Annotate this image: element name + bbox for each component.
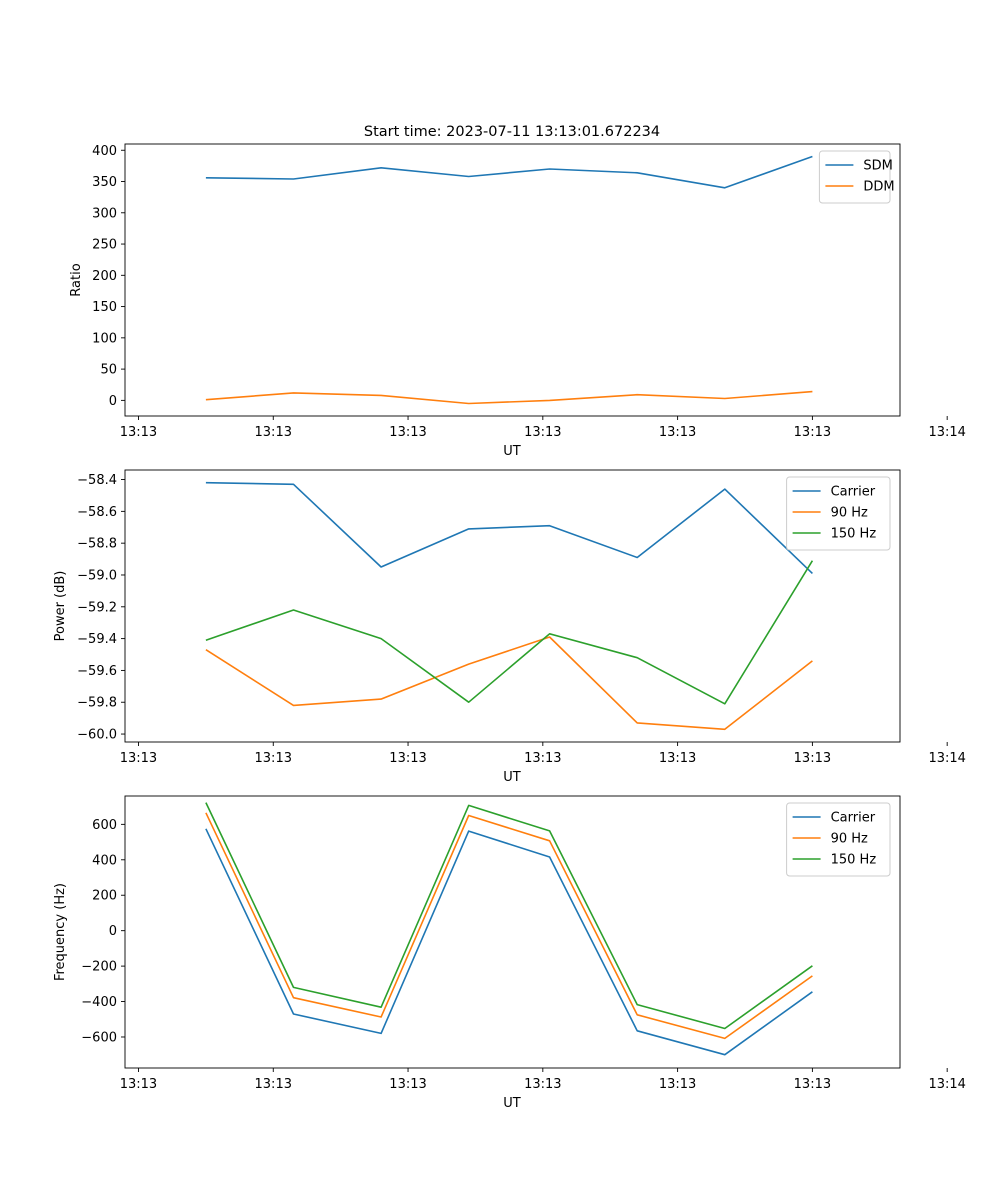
y-tick-label: −200 <box>81 960 117 975</box>
y-tick-label: −59.4 <box>77 632 117 647</box>
x-axis-label: UT <box>503 770 521 785</box>
legend-label: 90 Hz <box>831 832 868 847</box>
legend-box <box>818 150 891 204</box>
x-tick-label: 13:13 <box>659 425 696 440</box>
x-tick-label: 13:13 <box>120 1077 157 1092</box>
x-tick-label: 13:14 <box>928 425 965 440</box>
x-tick-label: 13:13 <box>794 1077 831 1092</box>
series-line-carrier <box>205 481 813 574</box>
x-tick-label: 13:13 <box>794 751 831 766</box>
x-tick-label: 13:13 <box>389 425 426 440</box>
y-tick-label: −59.0 <box>77 568 117 583</box>
series-line-ddm <box>205 390 813 405</box>
x-tick-label: 13:13 <box>389 1077 426 1092</box>
y-tick-label: 400 <box>92 144 117 159</box>
legend-label: Carrier <box>831 811 876 826</box>
subplot-1: 13:13 13:13 13:13 13:13 13:13 13:13 13:14 UT 0 50… <box>69 143 966 459</box>
plots: 13:13 13:13 13:13 13:13 13:13 13:13 13:14 UT 0 50… <box>53 143 966 1111</box>
subplot-2: 13:13 13:13 13:13 13:13 13:13 13:13 13:14 UT −60… <box>53 469 966 785</box>
y-tick-label: −400 <box>81 995 117 1010</box>
x-tick-label: 13:13 <box>255 751 292 766</box>
y-tick-label: 400 <box>92 853 117 868</box>
y-axis-label: Frequency (Hz) <box>53 883 68 981</box>
legend-label: SDM <box>863 159 892 174</box>
legend: Carrier 90 Hz 150 Hz <box>786 476 891 551</box>
series-line-90-hz <box>205 812 813 1040</box>
x-tick-label: 13:13 <box>255 425 292 440</box>
y-tick-label: −58.8 <box>77 537 117 552</box>
series-line-carrier <box>205 828 813 1056</box>
x-tick-label: 13:13 <box>794 425 831 440</box>
y-tick-label: −600 <box>81 1030 117 1045</box>
x-tick-label: 13:13 <box>659 1077 696 1092</box>
legend-box <box>786 476 891 551</box>
x-tick-label: 13:13 <box>659 751 696 766</box>
y-tick-label: 150 <box>92 300 117 315</box>
x-tick-label: 13:13 <box>524 751 561 766</box>
y-tick-label: −59.6 <box>77 664 117 679</box>
axes-frame <box>124 795 901 1069</box>
x-tick-label: 13:13 <box>524 1077 561 1092</box>
legend-label: Carrier <box>831 485 876 500</box>
x-axis-label: UT <box>503 444 521 459</box>
x-axis-label: UT <box>503 1096 521 1111</box>
y-tick-label: −58.4 <box>77 473 117 488</box>
legend-label: 150 Hz <box>831 853 877 868</box>
y-tick-label: 250 <box>92 238 117 253</box>
x-tick-label: 13:13 <box>389 751 426 766</box>
series-line-90-hz <box>205 636 813 731</box>
y-tick-label: −59.2 <box>77 600 117 615</box>
axes-frame <box>124 469 901 743</box>
y-tick-label: 300 <box>92 206 117 221</box>
y-tick-label: −58.6 <box>77 505 117 520</box>
x-tick-label: 13:13 <box>120 751 157 766</box>
series-line-150-hz <box>205 560 814 705</box>
x-tick-label: 13:13 <box>524 425 561 440</box>
y-tick-label: −60.0 <box>77 728 117 743</box>
x-tick-label: 13:13 <box>255 1077 292 1092</box>
legend-box <box>786 802 891 877</box>
y-tick-label: 100 <box>92 331 117 346</box>
y-tick-label: 0 <box>109 924 117 939</box>
figure-title: Start time: 2023-07-11 13:13:01.672234 <box>364 124 660 140</box>
y-tick-label: 0 <box>109 394 117 409</box>
legend-label: 90 Hz <box>831 506 868 521</box>
series-line-sdm <box>205 155 813 189</box>
x-tick-label: 13:13 <box>120 425 157 440</box>
legend-label: DDM <box>863 180 894 195</box>
subplot-3: 13:13 13:13 13:13 13:13 13:13 13:13 13:14 UT −60… <box>53 795 966 1111</box>
y-tick-label: 200 <box>92 889 117 904</box>
y-axis-label: Ratio <box>69 263 84 296</box>
y-tick-label: 350 <box>92 175 117 190</box>
x-tick-label: 13:14 <box>928 751 965 766</box>
axes-frame <box>124 143 901 417</box>
legend: SDM DDM <box>818 150 895 204</box>
y-tick-label: 600 <box>92 818 117 833</box>
legend: Carrier 90 Hz 150 Hz <box>786 802 891 877</box>
legend-label: 150 Hz <box>831 527 877 542</box>
x-tick-label: 13:14 <box>928 1077 965 1092</box>
y-tick-label: 50 <box>100 363 117 378</box>
y-tick-label: 200 <box>92 269 117 284</box>
series-line-150-hz <box>205 802 813 1030</box>
y-tick-label: −59.8 <box>77 696 117 711</box>
y-axis-label: Power (dB) <box>53 571 68 642</box>
